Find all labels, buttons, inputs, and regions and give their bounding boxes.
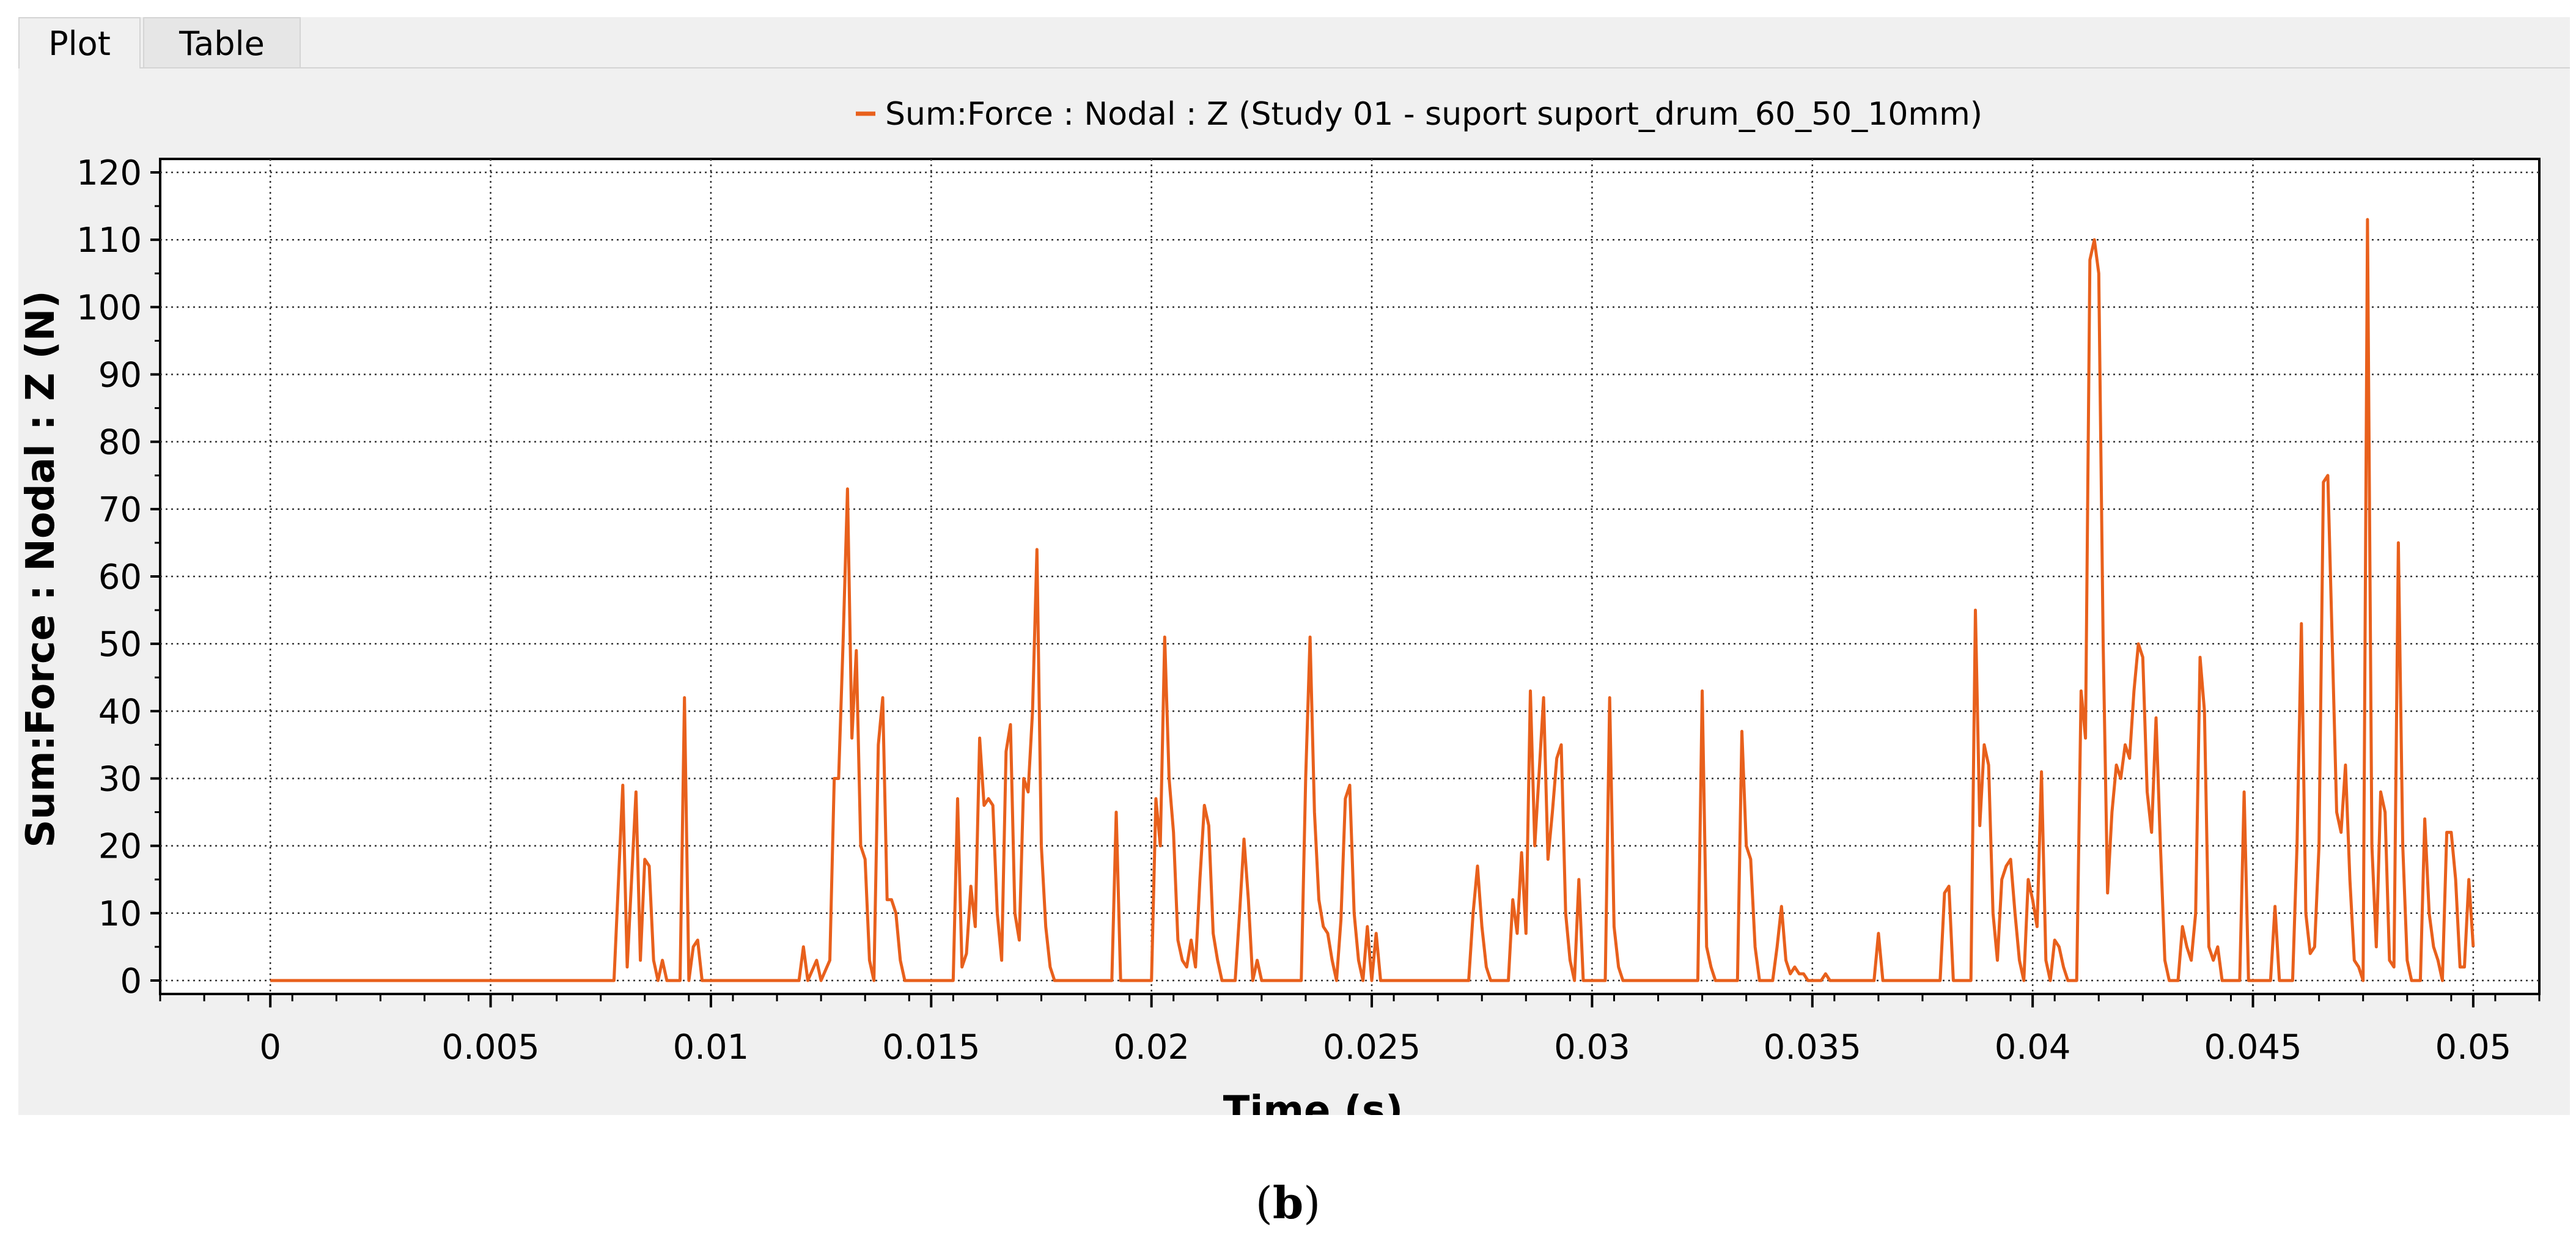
y-tick-label: 100	[76, 288, 142, 328]
y-axis-label: Sum:Force : Nodal : Z (N)	[18, 290, 64, 847]
y-tick-label: 40	[98, 692, 142, 732]
x-tick-label: 0.02	[1113, 1028, 1190, 1067]
x-tick-label: 0.025	[1323, 1028, 1421, 1067]
caption-open: (	[1255, 1177, 1273, 1229]
y-tick-label: 20	[98, 827, 142, 867]
x-tick-label: 0	[259, 1028, 281, 1067]
y-tick-label: 80	[98, 423, 142, 463]
y-tick-label: 10	[98, 894, 142, 934]
y-tick-label: 90	[98, 356, 142, 396]
plot-area: 0 10 20 30 40 50 60 70 80 90 100 110 120 0 0.005 0.01 0.…	[18, 68, 2570, 1133]
tab-bar: Plot Table	[18, 17, 2570, 68]
y-tick-label: 110	[76, 221, 142, 260]
y-tick-label: 60	[98, 558, 142, 597]
x-tick-label: 0.01	[673, 1028, 749, 1067]
y-tick-label: 0	[120, 962, 142, 1001]
tab-plot[interactable]: Plot	[18, 17, 141, 68]
series-line	[270, 218, 2475, 982]
line-chart: 0 10 20 30 40 50 60 70 80 90 100 110 120 0 0.005 0.01 0.…	[18, 96, 2541, 1133]
figure-caption: (b)	[0, 1177, 2576, 1229]
x-tick-label: 0.015	[882, 1028, 980, 1067]
x-tick-label: 0.05	[2435, 1028, 2512, 1067]
x-tick-label: 0.045	[2204, 1028, 2302, 1067]
tab-divider	[141, 67, 2570, 68]
y-tick-label: 50	[98, 625, 142, 664]
caption-letter: b	[1272, 1177, 1304, 1229]
x-tick-label: 0.04	[1995, 1028, 2071, 1067]
x-tick-label: 0.035	[1764, 1028, 1861, 1067]
legend-label: Sum:Force : Nodal : Z (Study 01 - suport…	[885, 96, 1982, 133]
y-tick-label: 30	[98, 759, 142, 799]
x-tick-label: 0.03	[1554, 1028, 1630, 1067]
caption-close: )	[1303, 1177, 1321, 1229]
y-tick-label: 120	[76, 153, 142, 193]
tab-table[interactable]: Table	[143, 17, 301, 68]
plot-panel: Plot Table 0 10 20 30 40 50 60 70 80 90 100 110 120 0…	[18, 17, 2570, 1133]
x-axis-label: Time (s)	[1223, 1088, 1404, 1115]
x-tick-label: 0.005	[441, 1028, 539, 1067]
y-tick-label: 70	[98, 490, 142, 530]
